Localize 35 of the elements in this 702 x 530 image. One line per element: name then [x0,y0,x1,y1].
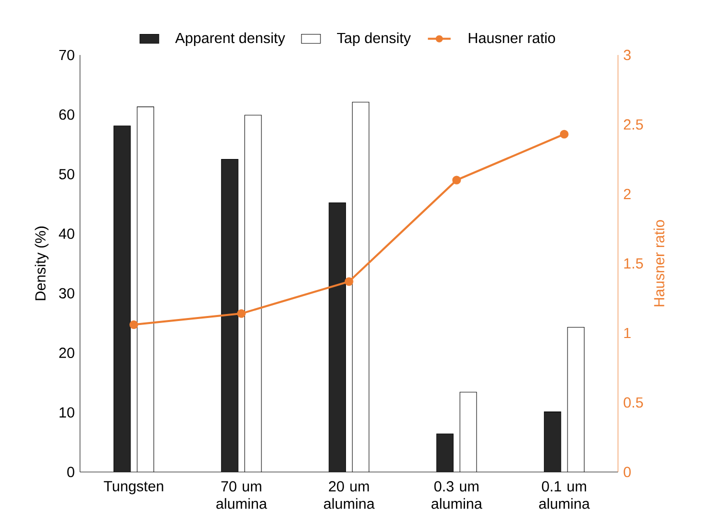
y-tick-label: 60 [59,109,74,120]
y-tick-label: 50 [59,168,74,180]
point [452,176,461,184]
point [129,320,138,329]
y2-tick-label: 3 [624,50,631,60]
bar [329,202,346,472]
x-tick-label: Tungsten [104,481,164,494]
y-tick-label: 40 [58,228,74,239]
y2-tick-label: 1.5 [624,258,643,269]
bar [221,159,238,472]
y-tick-label: 70 [59,50,74,60]
point [344,277,354,286]
y-axis-title: Density (%) [34,226,48,300]
y-tick-label: 10 [60,407,74,418]
point [237,309,246,318]
y2-tick-label: 2 [624,188,631,200]
x-tick-label: 70 um alumina [216,481,268,509]
legend-label: Apparent density [175,32,286,46]
y-tick-label: 20 [59,348,74,358]
y2-axis-title: Hausner ratio [654,220,664,306]
y2-tick-label: 2.5 [624,119,643,130]
bar [544,412,562,472]
y-tick-label: 0 [67,466,74,478]
y-tick-label: 30 [59,288,74,298]
y2-tick-label: 0.5 [624,397,643,408]
x-tick-label: 20 um alumina [324,481,375,509]
y2-tick-label: 0 [624,466,631,478]
bar [436,434,454,472]
bar [114,126,130,472]
legend-label: Hausner ratio [468,32,556,44]
legend-label: Tap density [337,32,411,46]
x-tick-label: 0.1 um alumina [539,481,590,509]
x-tick-label: 0.3 um alumina [432,481,482,509]
y2-tick-label: 1 [624,328,631,338]
point [560,130,569,139]
